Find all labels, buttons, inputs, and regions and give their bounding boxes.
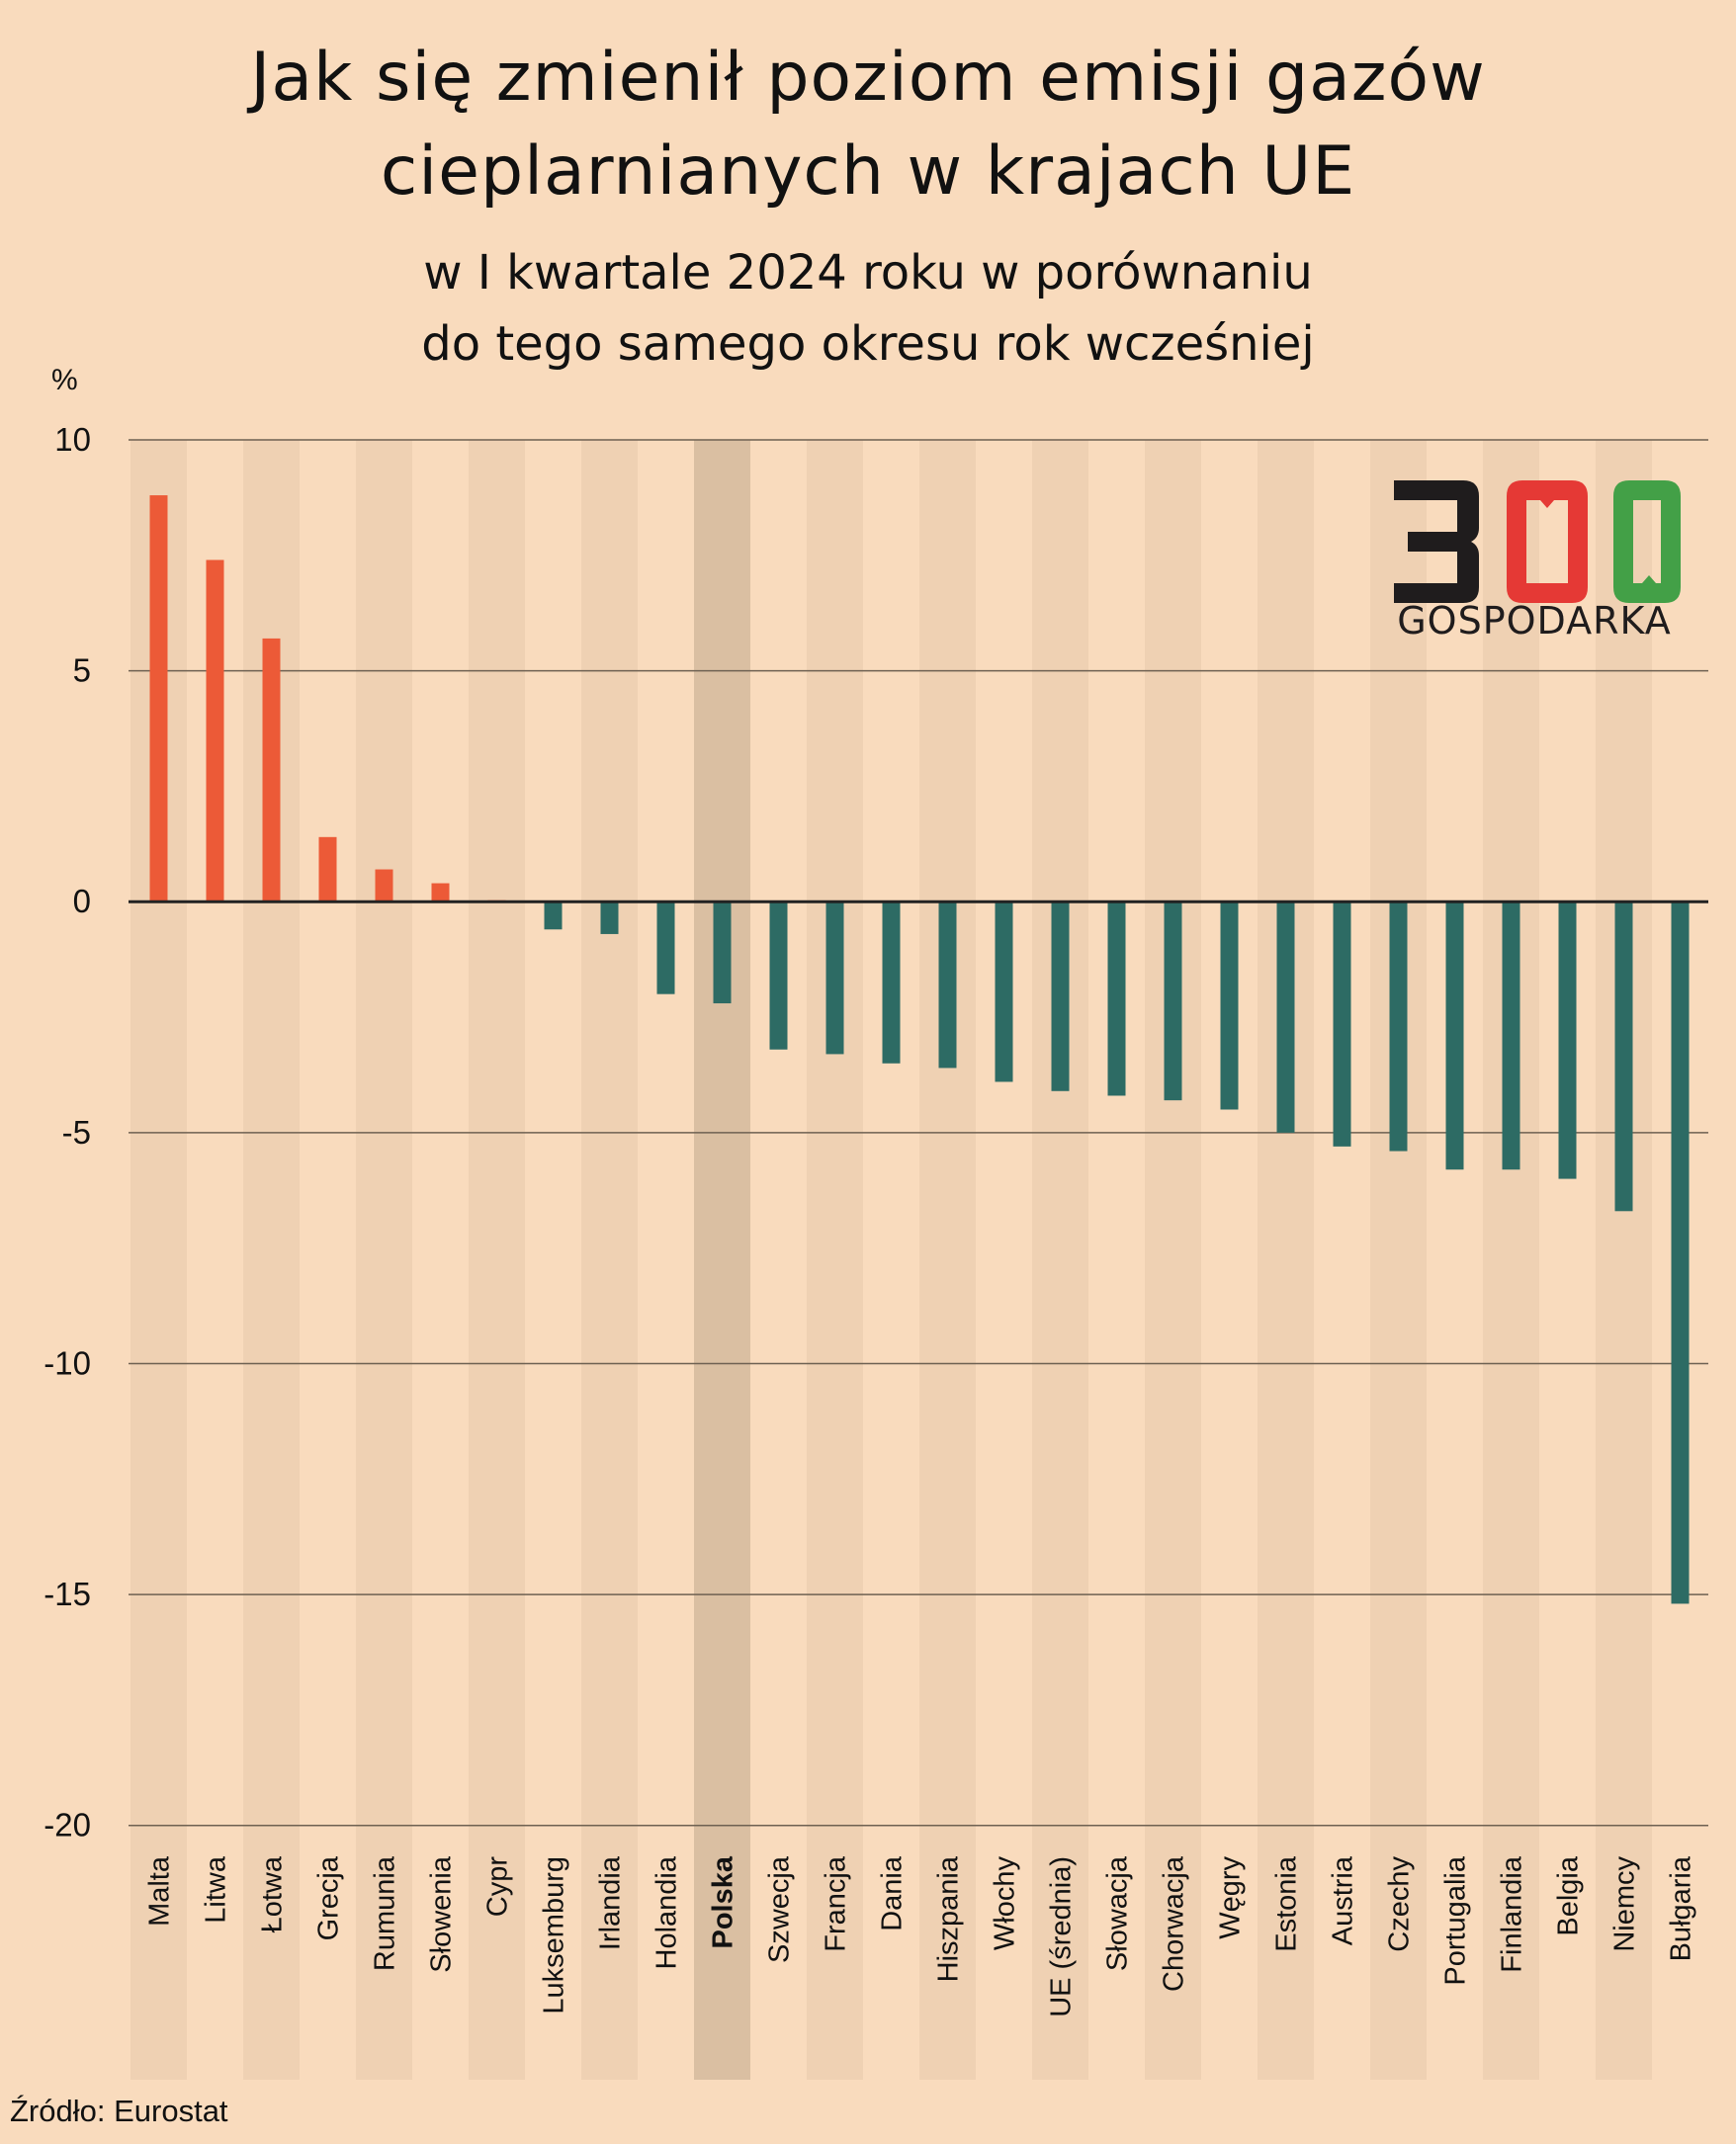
bar-słowacja bbox=[1107, 901, 1126, 1096]
bar-rumunia bbox=[375, 869, 393, 902]
column-band bbox=[1145, 440, 1201, 2080]
bar-węgry bbox=[1220, 901, 1239, 1110]
bar-portugalia bbox=[1445, 901, 1464, 1170]
x-tick-label: Irlandia bbox=[595, 1855, 627, 1950]
x-tick-label: Łotwa bbox=[257, 1855, 289, 1932]
bar-malta bbox=[149, 495, 168, 902]
x-tick-label: Słowacja bbox=[1102, 1855, 1134, 1971]
x-tick-label: Dania bbox=[877, 1855, 909, 1931]
y-axis-unit-label: % bbox=[51, 364, 78, 396]
bar-bułgaria bbox=[1671, 901, 1690, 1604]
column-band bbox=[356, 440, 412, 2080]
x-tick-label: Francja bbox=[821, 1855, 852, 1952]
y-tick-label: -20 bbox=[43, 1807, 91, 1844]
y-tick-label: 5 bbox=[73, 652, 91, 689]
y-tick-label: -15 bbox=[43, 1576, 91, 1612]
bar-szwecja bbox=[769, 901, 788, 1050]
bar-irlandia bbox=[600, 901, 619, 934]
gridlines bbox=[129, 439, 1708, 1827]
x-tick-label: Szwecja bbox=[764, 1855, 796, 1963]
logo-digit-three-icon bbox=[1394, 480, 1479, 603]
column-band bbox=[1483, 440, 1539, 2080]
bar-włochy bbox=[995, 901, 1013, 1082]
column-band bbox=[807, 440, 863, 2080]
bar-hiszpania bbox=[938, 901, 957, 1069]
chart-subtitle-line-1: w I kwartale 2024 roku w porównaniu bbox=[423, 245, 1313, 300]
x-tick-label: Włochy bbox=[990, 1856, 1021, 1951]
bar-słowenia bbox=[431, 883, 450, 902]
bar-dania bbox=[882, 901, 901, 1064]
x-tick-label: Estonia bbox=[1271, 1855, 1303, 1952]
column-band bbox=[1596, 440, 1652, 2080]
y-tick-label: 0 bbox=[73, 883, 91, 919]
column-band bbox=[1258, 440, 1314, 2080]
x-tick-label: Słowenia bbox=[426, 1855, 458, 1973]
column-band bbox=[1032, 440, 1088, 2080]
bar-ue-średnia bbox=[1051, 901, 1070, 1091]
x-tick-label: Niemcy bbox=[1609, 1856, 1641, 1952]
x-tick-label: Malta bbox=[144, 1855, 176, 1927]
logo-300-gospodarka bbox=[1394, 480, 1681, 603]
bar-luksemburg bbox=[544, 901, 563, 930]
chart-title-line-2: cieplarnianych w krajach UE bbox=[380, 132, 1356, 211]
bar-niemcy bbox=[1614, 901, 1633, 1212]
source-note: Źródło: Eurostat bbox=[10, 2094, 228, 2128]
y-tick-label: -5 bbox=[62, 1114, 91, 1151]
x-tick-label: Holandia bbox=[651, 1855, 683, 1969]
bar-holandia bbox=[656, 901, 675, 994]
column-band-highlight bbox=[694, 440, 750, 2080]
bar-chorwacja bbox=[1164, 901, 1182, 1101]
chart-title-line-1: Jak się zmienił poziom emisji gazów bbox=[250, 39, 1486, 117]
y-axis-ticks: 10 5 0 -5 -10 -15 -20 bbox=[43, 421, 91, 1844]
x-tick-label: Węgry bbox=[1215, 1856, 1247, 1939]
x-tick-label: Czechy bbox=[1384, 1856, 1416, 1952]
bar-grecja bbox=[318, 836, 337, 902]
column-band bbox=[1370, 440, 1427, 2080]
bar-austria bbox=[1333, 901, 1351, 1147]
y-tick-label: -10 bbox=[43, 1344, 91, 1381]
column-band bbox=[581, 440, 638, 2080]
logo-digit-zero-red-icon bbox=[1507, 480, 1588, 603]
logo-digit-zero-green-icon bbox=[1613, 480, 1681, 603]
bar-estonia bbox=[1276, 901, 1295, 1133]
x-tick-label: Portugalia bbox=[1440, 1855, 1472, 1985]
logo-wordmark: GOSPODARKA bbox=[1397, 599, 1672, 643]
bar-litwa bbox=[206, 559, 224, 902]
x-tick-label: Litwa bbox=[201, 1855, 232, 1924]
x-tick-label: Luksemburg bbox=[539, 1856, 570, 2015]
bar-finlandia bbox=[1502, 901, 1520, 1170]
x-axis-labels: Malta Litwa Łotwa Grecja Rumunia Słowenia Cypr… bbox=[144, 1855, 1697, 2017]
x-tick-label: UE (średnia) bbox=[1046, 1856, 1078, 2017]
x-tick-label: Chorwacja bbox=[1159, 1855, 1190, 1992]
column-band bbox=[919, 440, 976, 2080]
x-tick-label: Bułgaria bbox=[1666, 1855, 1697, 1961]
bar-polska bbox=[713, 901, 732, 1004]
x-tick-label: Rumunia bbox=[370, 1855, 401, 1971]
chart-subtitle-line-2: do tego samego okresu rok wcześniej bbox=[421, 316, 1315, 372]
bar-czechy bbox=[1389, 901, 1408, 1152]
x-tick-label: Grecja bbox=[313, 1855, 345, 1940]
x-tick-label: Finlandia bbox=[1497, 1855, 1528, 1973]
x-tick-label: Cypr bbox=[482, 1856, 514, 1918]
column-bands bbox=[130, 440, 1652, 2080]
column-band bbox=[469, 440, 525, 2080]
bar-łotwa bbox=[262, 638, 281, 902]
bars bbox=[149, 495, 1690, 1604]
x-tick-label: Belgia bbox=[1553, 1855, 1585, 1935]
x-tick-label: Austria bbox=[1328, 1855, 1359, 1945]
x-tick-label: Polska bbox=[708, 1855, 739, 1948]
bar-francja bbox=[825, 901, 844, 1055]
x-tick-label: Hiszpania bbox=[933, 1855, 965, 1982]
y-tick-label: 10 bbox=[54, 421, 91, 458]
bar-belgia bbox=[1558, 901, 1577, 1179]
